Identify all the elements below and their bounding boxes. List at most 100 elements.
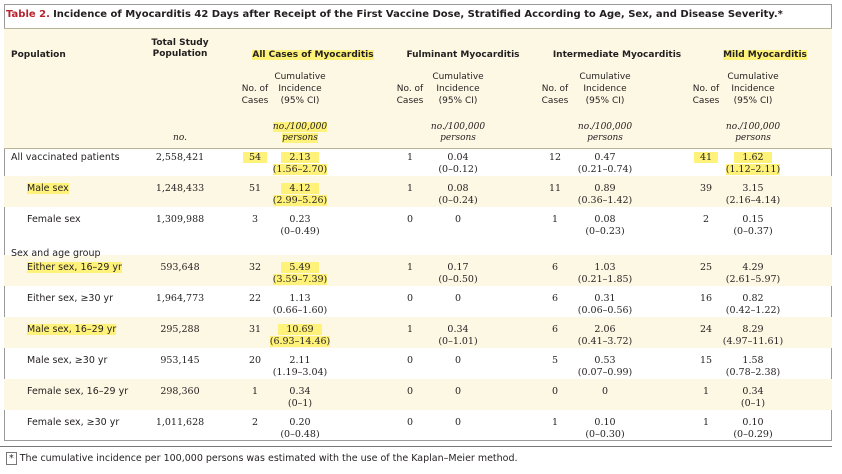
cell-mild-incidence: 1.58 [713,355,793,367]
cell-all-incidence: 10.69 [260,324,340,336]
cell-mild-ci: (0.78–2.38) [713,367,793,379]
cell-int-ci: (0.06–0.56) [565,305,645,317]
row-label-text: Male sex, 16–29 yr [27,324,117,335]
cell-mild-cases: 25 [686,262,726,274]
subheader-incidence: Incidence [278,84,322,94]
row-shade [4,176,832,207]
cell-mild-incidence: 0.34 [713,386,793,398]
cell-int-incidence: 0.47 [565,152,645,164]
cell-int-cases: 0 [535,386,575,398]
cell-ful-incidence: 0 [418,214,498,226]
cell-all-ci: (2.99–5.26) [260,195,340,207]
unit-per100k: no./100,000 [565,122,645,133]
mild-incidence-text: 0.82 [742,293,764,304]
cell-total: 295,288 [160,324,200,335]
row-label-text: Female sex, ≥30 yr [27,417,120,428]
cell-all-incidence: 5.49 [260,262,340,274]
all-incidence-text: 2.11 [289,355,311,366]
unit-persons: persons [713,133,793,144]
cell-all-incidence: 1.13 [260,293,340,305]
cell-mild-cases: 1 [686,417,726,429]
cell-int-cases: 12 [535,152,575,164]
subheader-cases: Cases [241,96,269,106]
cell-mild-ci: (2.61–5.97) [713,274,793,286]
mild-cases-text: 24 [699,324,713,335]
unit-per100k: no./100,000 [260,122,340,133]
int-incidence-text: 1.03 [594,262,616,273]
ful-cases-text: 1 [406,324,414,335]
cell-int-cases: 6 [535,293,575,305]
all-cases-text: 2 [251,417,259,428]
all-cases-text: 51 [248,183,262,194]
unit-persons-text: persons [282,133,318,143]
cell-mild-ci: (4.97–11.61) [713,336,793,348]
all-incidence-text: 1.13 [289,293,311,304]
ful-ci-text: (0–0.24) [438,195,478,206]
header-total-line1: Total Study [151,38,209,48]
row-label: Either sex, 16–29 yr [27,262,122,274]
cell-ful-cases: 0 [390,214,430,226]
row-label-text: Female sex [27,214,81,225]
section-label: Sex and age group [11,248,101,259]
subheader-ci: (95% CI) [438,96,478,106]
int-incidence-text: 0.31 [594,293,616,304]
subheader-no-of: No. of [541,84,569,94]
cell-int-ci: (0.21–0.74) [565,164,645,176]
cell-mild-cases: 24 [686,324,726,336]
subheader-no-of: No. of [692,84,720,94]
row-label: Either sex, ≥30 yr [27,293,113,305]
row-label-text: Male sex [27,183,69,194]
int-incidence-text: 0.53 [594,355,616,366]
cell-ful-incidence: 0.08 [418,183,498,195]
unit-persons: persons [565,133,645,144]
all-cases-text: 1 [251,386,259,397]
cell-all-incidence: 4.12 [260,183,340,195]
cell-mild-incidence: 3.15 [713,183,793,195]
subheader-incidence: Incidence [583,84,627,94]
all-ci-text: (0.66–1.60) [272,305,328,316]
int-cases-text: 1 [551,417,559,428]
mild-cases-text: 1 [702,417,710,428]
int-incidence-text: 0.08 [594,214,616,225]
all-incidence-text: 0.23 [289,214,311,225]
cell-mild-ci: (0–0.37) [713,226,793,238]
subheader-ci: (95% CI) [280,96,320,106]
cell-mild-cases: 16 [686,293,726,305]
subheader-cases: Cases [692,96,720,106]
unit-persons-text: persons [735,133,771,143]
subheader-cumulative: Cumulative [432,72,484,82]
int-incidence-text: 0.89 [594,183,616,194]
footnote: * The cumulative incidence per 100,000 pe… [6,452,518,465]
int-ci-text: (0–0.30) [585,429,625,440]
cell-all-ci: (6.93–14.46) [260,336,340,348]
cell-int-incidence: 0.10 [565,417,645,429]
row-shade [4,317,832,348]
mild-ci-text: (0–0.37) [733,226,773,237]
table-header [4,28,832,149]
cell-all-cases: 3 [235,214,275,226]
mild-ci-text: (1.12–2.11) [725,164,781,175]
mild-cases-text: 39 [699,183,713,194]
cell-ful-incidence: 0 [418,386,498,398]
all-ci-text: (0–0.49) [280,226,320,237]
ful-cases-text: 0 [406,355,414,366]
cell-int-incidence: 0 [565,386,645,398]
all-ci-text: (1.19–3.04) [272,367,328,378]
table-title: Table 2. Incidence of Myocarditis 42 Day… [6,9,783,20]
int-ci-text: (0–0.23) [585,226,625,237]
all-cases-text: 3 [251,214,259,225]
int-ci-text: (0.41–3.72) [577,336,633,347]
unit-per100k: no./100,000 [713,122,793,133]
cell-all-cases: 2 [235,417,275,429]
subheader-cases: Cases [396,96,424,106]
int-cases-text: 1 [551,214,559,225]
ful-incidence-text: 0.17 [447,262,469,273]
cell-mild-incidence: 0.10 [713,417,793,429]
all-cases-text: 22 [248,293,262,304]
int-cases-text: 6 [551,262,559,273]
row-label: Female sex, ≥30 yr [27,417,119,429]
mild-cases-text: 1 [702,386,710,397]
header-mild: Mild Myocarditis [723,50,807,60]
mild-incidence-text: 8.29 [742,324,764,335]
table-caption: Incidence of Myocarditis 42 Days after R… [53,9,783,20]
